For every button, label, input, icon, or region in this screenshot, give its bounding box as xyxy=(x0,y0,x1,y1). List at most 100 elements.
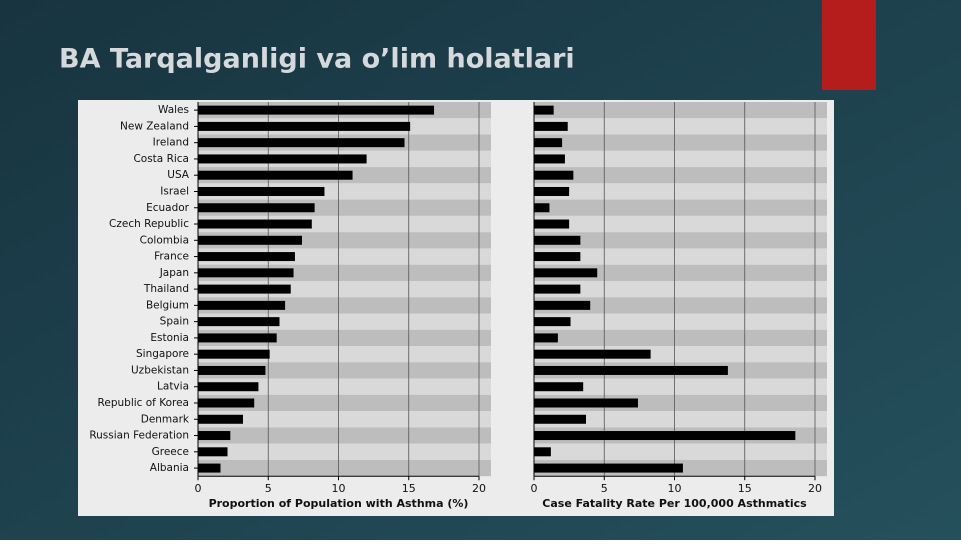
row-band xyxy=(534,280,827,298)
row-band xyxy=(198,346,491,363)
bar xyxy=(534,121,568,131)
y-tick-label: Costa Rica xyxy=(133,153,189,165)
row-band xyxy=(534,411,827,428)
bar xyxy=(198,447,228,457)
bar xyxy=(198,203,315,213)
x-tick-label: 20 xyxy=(808,482,822,495)
bar xyxy=(534,268,598,278)
y-tick-label: Spain xyxy=(160,316,189,328)
bar xyxy=(198,349,270,359)
y-tick-label: Israel xyxy=(160,185,189,197)
y-tick-label: Belgium xyxy=(146,299,189,311)
slide-title: BA Tarqalganligi va o’lim holatlari xyxy=(59,44,575,75)
bar xyxy=(534,186,570,196)
bar xyxy=(534,463,683,473)
row-band xyxy=(198,362,491,379)
bar xyxy=(534,284,581,294)
row-band xyxy=(534,150,827,168)
y-tick-label: Republic of Korea xyxy=(98,397,189,409)
x-tick-label: 5 xyxy=(265,482,272,495)
y-tick-label: Japan xyxy=(159,267,189,279)
row-band xyxy=(198,411,491,428)
row-band xyxy=(534,167,827,184)
bar xyxy=(198,105,435,115)
y-tick-label: Greece xyxy=(152,446,189,458)
bar xyxy=(198,300,286,310)
y-tick-label: Thailand xyxy=(143,283,189,295)
row-band xyxy=(198,427,491,444)
bar xyxy=(198,317,280,327)
row-band xyxy=(534,297,827,314)
bar xyxy=(198,398,255,408)
row-band xyxy=(198,378,491,395)
bar xyxy=(534,317,571,327)
y-tick-label: Latvia xyxy=(157,381,189,393)
y-tick-label: Colombia xyxy=(140,234,189,246)
y-tick-label: Albania xyxy=(150,462,189,474)
row-band xyxy=(534,102,827,119)
row-band xyxy=(534,329,827,347)
bar xyxy=(198,235,302,245)
y-tick-label: New Zealand xyxy=(120,120,189,132)
bar xyxy=(198,268,294,278)
y-tick-label: USA xyxy=(167,169,190,181)
bar xyxy=(198,284,291,294)
bar xyxy=(198,121,411,131)
row-band xyxy=(534,183,827,200)
row-band xyxy=(198,443,491,460)
y-tick-label: France xyxy=(154,251,189,263)
x-tick-label: 15 xyxy=(738,482,752,495)
row-band xyxy=(534,248,827,265)
bar xyxy=(198,414,243,424)
row-band xyxy=(534,134,827,151)
bar xyxy=(534,447,551,457)
row-band xyxy=(534,378,827,395)
bar xyxy=(534,235,581,245)
y-tick-label: Singapore xyxy=(136,348,189,360)
x-axis-title: Case Fatality Rate Per 100,000 Asthmatic… xyxy=(542,497,807,510)
bar xyxy=(534,252,581,262)
y-tick-label: Denmark xyxy=(141,413,190,425)
x-tick-label: 20 xyxy=(472,482,486,495)
y-tick-label: Ecuador xyxy=(146,202,190,214)
bar xyxy=(198,219,312,229)
y-tick-label: Uzbekistan xyxy=(131,364,189,376)
bar xyxy=(198,138,405,148)
bar xyxy=(534,398,638,408)
bar xyxy=(534,203,550,213)
bar xyxy=(534,365,728,375)
row-band xyxy=(534,215,827,233)
x-tick-label: 15 xyxy=(402,482,416,495)
x-tick-label: 10 xyxy=(668,482,682,495)
y-tick-label: Czech Republic xyxy=(109,218,189,230)
bar xyxy=(534,431,796,441)
accent-bar xyxy=(822,0,876,90)
bar xyxy=(534,382,584,392)
x-tick-label: 5 xyxy=(601,482,608,495)
bar xyxy=(534,170,574,180)
bar xyxy=(198,252,295,262)
bar xyxy=(534,219,570,229)
y-tick-label: Russian Federation xyxy=(89,430,189,442)
row-band xyxy=(534,118,827,135)
row-band xyxy=(534,313,827,330)
row-band xyxy=(534,232,827,249)
bar xyxy=(198,154,367,164)
row-band xyxy=(534,199,827,216)
x-axis-title: Proportion of Population with Asthma (%) xyxy=(209,497,469,510)
y-tick-label: Wales xyxy=(158,104,189,116)
row-band xyxy=(534,264,827,281)
bar xyxy=(534,349,651,359)
row-band xyxy=(534,443,827,460)
bar xyxy=(198,333,277,343)
row-band xyxy=(198,459,491,477)
row-band xyxy=(198,394,491,412)
bar xyxy=(534,414,586,424)
bar xyxy=(534,138,563,148)
y-tick-label: Estonia xyxy=(150,332,189,344)
y-tick-label: Ireland xyxy=(153,137,189,149)
bar xyxy=(534,154,565,164)
